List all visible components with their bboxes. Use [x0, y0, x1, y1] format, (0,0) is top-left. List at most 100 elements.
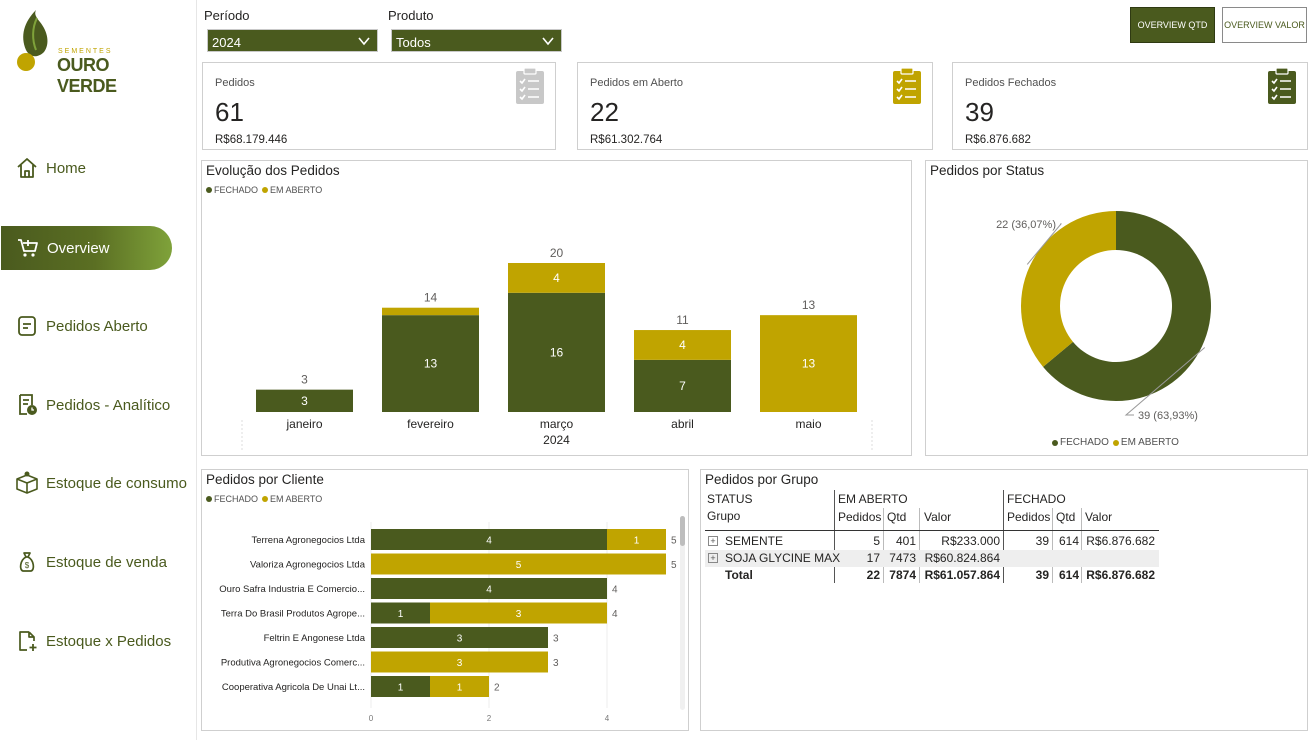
nav-home-label: Home	[46, 159, 87, 177]
brand-sub: SEMENTES	[58, 48, 113, 55]
category-label: Terra Do Brasil Produtos Agrope...	[221, 609, 365, 620]
bar-aberto	[430, 676, 489, 697]
x-axis-year: 2024	[543, 433, 570, 447]
total-label: 3	[553, 658, 559, 669]
bar-fechado	[371, 627, 548, 648]
expand-icon[interactable]: +	[708, 536, 718, 546]
total-label: 4	[612, 585, 618, 596]
overview-qtd-button[interactable]: OVERVIEW QTD	[1130, 7, 1215, 43]
row-aberto-pedidos: 5	[873, 534, 880, 548]
cliente-chart: 0 2 4 Terrena Agronegocios Ltda 4 1 5 Valoriza …	[219, 522, 677, 723]
legend-aberto: EM ABERTO	[1120, 437, 1179, 448]
nav-overview-label: Overview	[47, 239, 110, 257]
kpi-sub: R$68.179.446	[215, 134, 288, 146]
header-valor: Valor	[924, 510, 952, 524]
clipboard-icon	[515, 67, 545, 105]
bar-label: 4	[486, 536, 492, 547]
row-fechado-valor: R$6.876.682	[1086, 534, 1155, 548]
nav-home[interactable]: Home	[0, 146, 197, 190]
bar-aberto	[382, 307, 479, 316]
header-valor: Valor	[1085, 510, 1113, 524]
box-icon	[14, 470, 40, 496]
produto-dropdown[interactable]: Todos	[391, 29, 562, 52]
bar-label: 4	[679, 338, 686, 352]
bar-label: 1	[634, 536, 640, 547]
column-divider	[1003, 490, 1004, 583]
nav-estoque-venda[interactable]: $ Estoque de venda	[0, 540, 197, 584]
periodo-dropdown[interactable]: 2024	[207, 29, 378, 52]
header-em-aberto: EM ABERTO	[838, 492, 908, 506]
total-aberto-qtd: 7874	[889, 568, 916, 582]
row-aberto-pedidos: 17	[866, 551, 880, 565]
legend-aberto: EM ABERTO	[270, 494, 323, 504]
total-fechado-valor: R$6.876.682	[1086, 568, 1155, 582]
bar-fechado	[371, 602, 430, 624]
expand-icon[interactable]: +	[708, 553, 718, 563]
bar-aberto	[760, 315, 857, 412]
column-divider	[1081, 508, 1082, 583]
legend-dot-aberto	[262, 496, 269, 502]
kpi-value: 61	[215, 97, 244, 127]
panel-title: Pedidos por Status	[930, 163, 1045, 178]
leader-line	[1026, 223, 1063, 265]
nav-overview[interactable]: Overview	[1, 226, 172, 270]
kpi-card-pedidos: Pedidos 61 R$68.179.446	[202, 62, 556, 150]
header-grupo: Grupo	[707, 509, 741, 523]
bar-label: 7	[679, 379, 686, 393]
x-tick-label: 2	[487, 714, 492, 723]
clipboard-icon	[892, 67, 922, 105]
nav-estoque-consumo[interactable]: Estoque de consumo	[0, 461, 197, 505]
table-row: + SOJA GLYCINE MAX 17 7473 R$60.824.864	[705, 550, 1159, 567]
total-label: 13	[802, 298, 816, 312]
legend: FECHADO EM ABERTO	[206, 185, 322, 195]
total-aberto-valor: R$61.057.864	[924, 568, 1000, 582]
row-aberto-valor: R$233.000	[941, 534, 1000, 548]
nav-pedidos-aberto-label: Pedidos Aberto	[46, 317, 148, 335]
bar-aberto	[508, 263, 605, 293]
header-qtd: Qtd	[887, 510, 907, 524]
total-label: 3	[301, 373, 308, 387]
bar-label: 1	[398, 609, 404, 620]
total-label: 14	[424, 291, 438, 305]
sidebar: SEMENTES OURO VERDE Home Overview Pedido…	[0, 0, 197, 740]
nav-pedidos-analitico-label: Pedidos - Analítico	[46, 396, 171, 414]
total-fechado-pedidos: 39	[1035, 568, 1049, 582]
total-aberto-pedidos: 22	[866, 568, 880, 582]
overview-valor-button[interactable]: OVERVIEW VALOR	[1222, 7, 1307, 43]
bar-label: 4	[553, 271, 560, 285]
legend-aberto: EM ABERTO	[270, 185, 323, 195]
column-divider	[919, 508, 920, 583]
bar-label: 13	[424, 357, 438, 371]
bar-fechado	[508, 292, 605, 412]
nav-pedidos-aberto[interactable]: Pedidos Aberto	[0, 304, 197, 348]
produto-label: Produto	[388, 8, 434, 23]
bar-label: 3	[301, 394, 308, 408]
row-fechado-pedidos: 39	[1035, 534, 1049, 548]
nav-pedidos-analitico[interactable]: Pedidos - Analítico	[0, 383, 197, 427]
panel-title: Pedidos por Cliente	[206, 472, 324, 487]
bar-fechado	[382, 315, 479, 412]
category-label: Valoriza Agronegocios Ltda	[250, 560, 366, 571]
category-label: Cooperativa Agricola De Unai Lt...	[222, 682, 365, 693]
header-pedidos: Pedidos	[1007, 510, 1051, 524]
bar-label: 1	[398, 683, 404, 694]
nav-estoque-pedidos[interactable]: Estoque x Pedidos	[0, 619, 197, 663]
legend-fechado: FECHADO	[1060, 437, 1109, 448]
row-grupo: SEMENTE	[725, 534, 784, 548]
bar-aberto	[371, 651, 548, 673]
x-tick-label: janeiro	[285, 417, 322, 431]
scrollbar[interactable]	[680, 516, 685, 710]
legend-fechado: FECHADO	[214, 185, 259, 195]
scrollbar-thumb[interactable]	[680, 516, 685, 546]
svg-text:$: $	[25, 561, 30, 570]
row-aberto-valor: R$60.824.864	[924, 551, 1000, 565]
bar-label: 16	[550, 345, 564, 359]
chevron-down-icon	[541, 34, 555, 48]
bar-label: 4	[486, 585, 492, 596]
table-row: + SEMENTE 5 401 R$233.000 39 614 R$6.876…	[705, 533, 1159, 550]
kpi-title: Pedidos em Aberto	[590, 77, 683, 89]
leaf-logo-icon	[17, 10, 48, 71]
cliente-panel: Pedidos por Cliente FECHADO EM ABERTO 0 2…	[201, 469, 689, 731]
bar-fechado	[371, 529, 607, 550]
donut-slice-fechado	[1043, 211, 1211, 401]
